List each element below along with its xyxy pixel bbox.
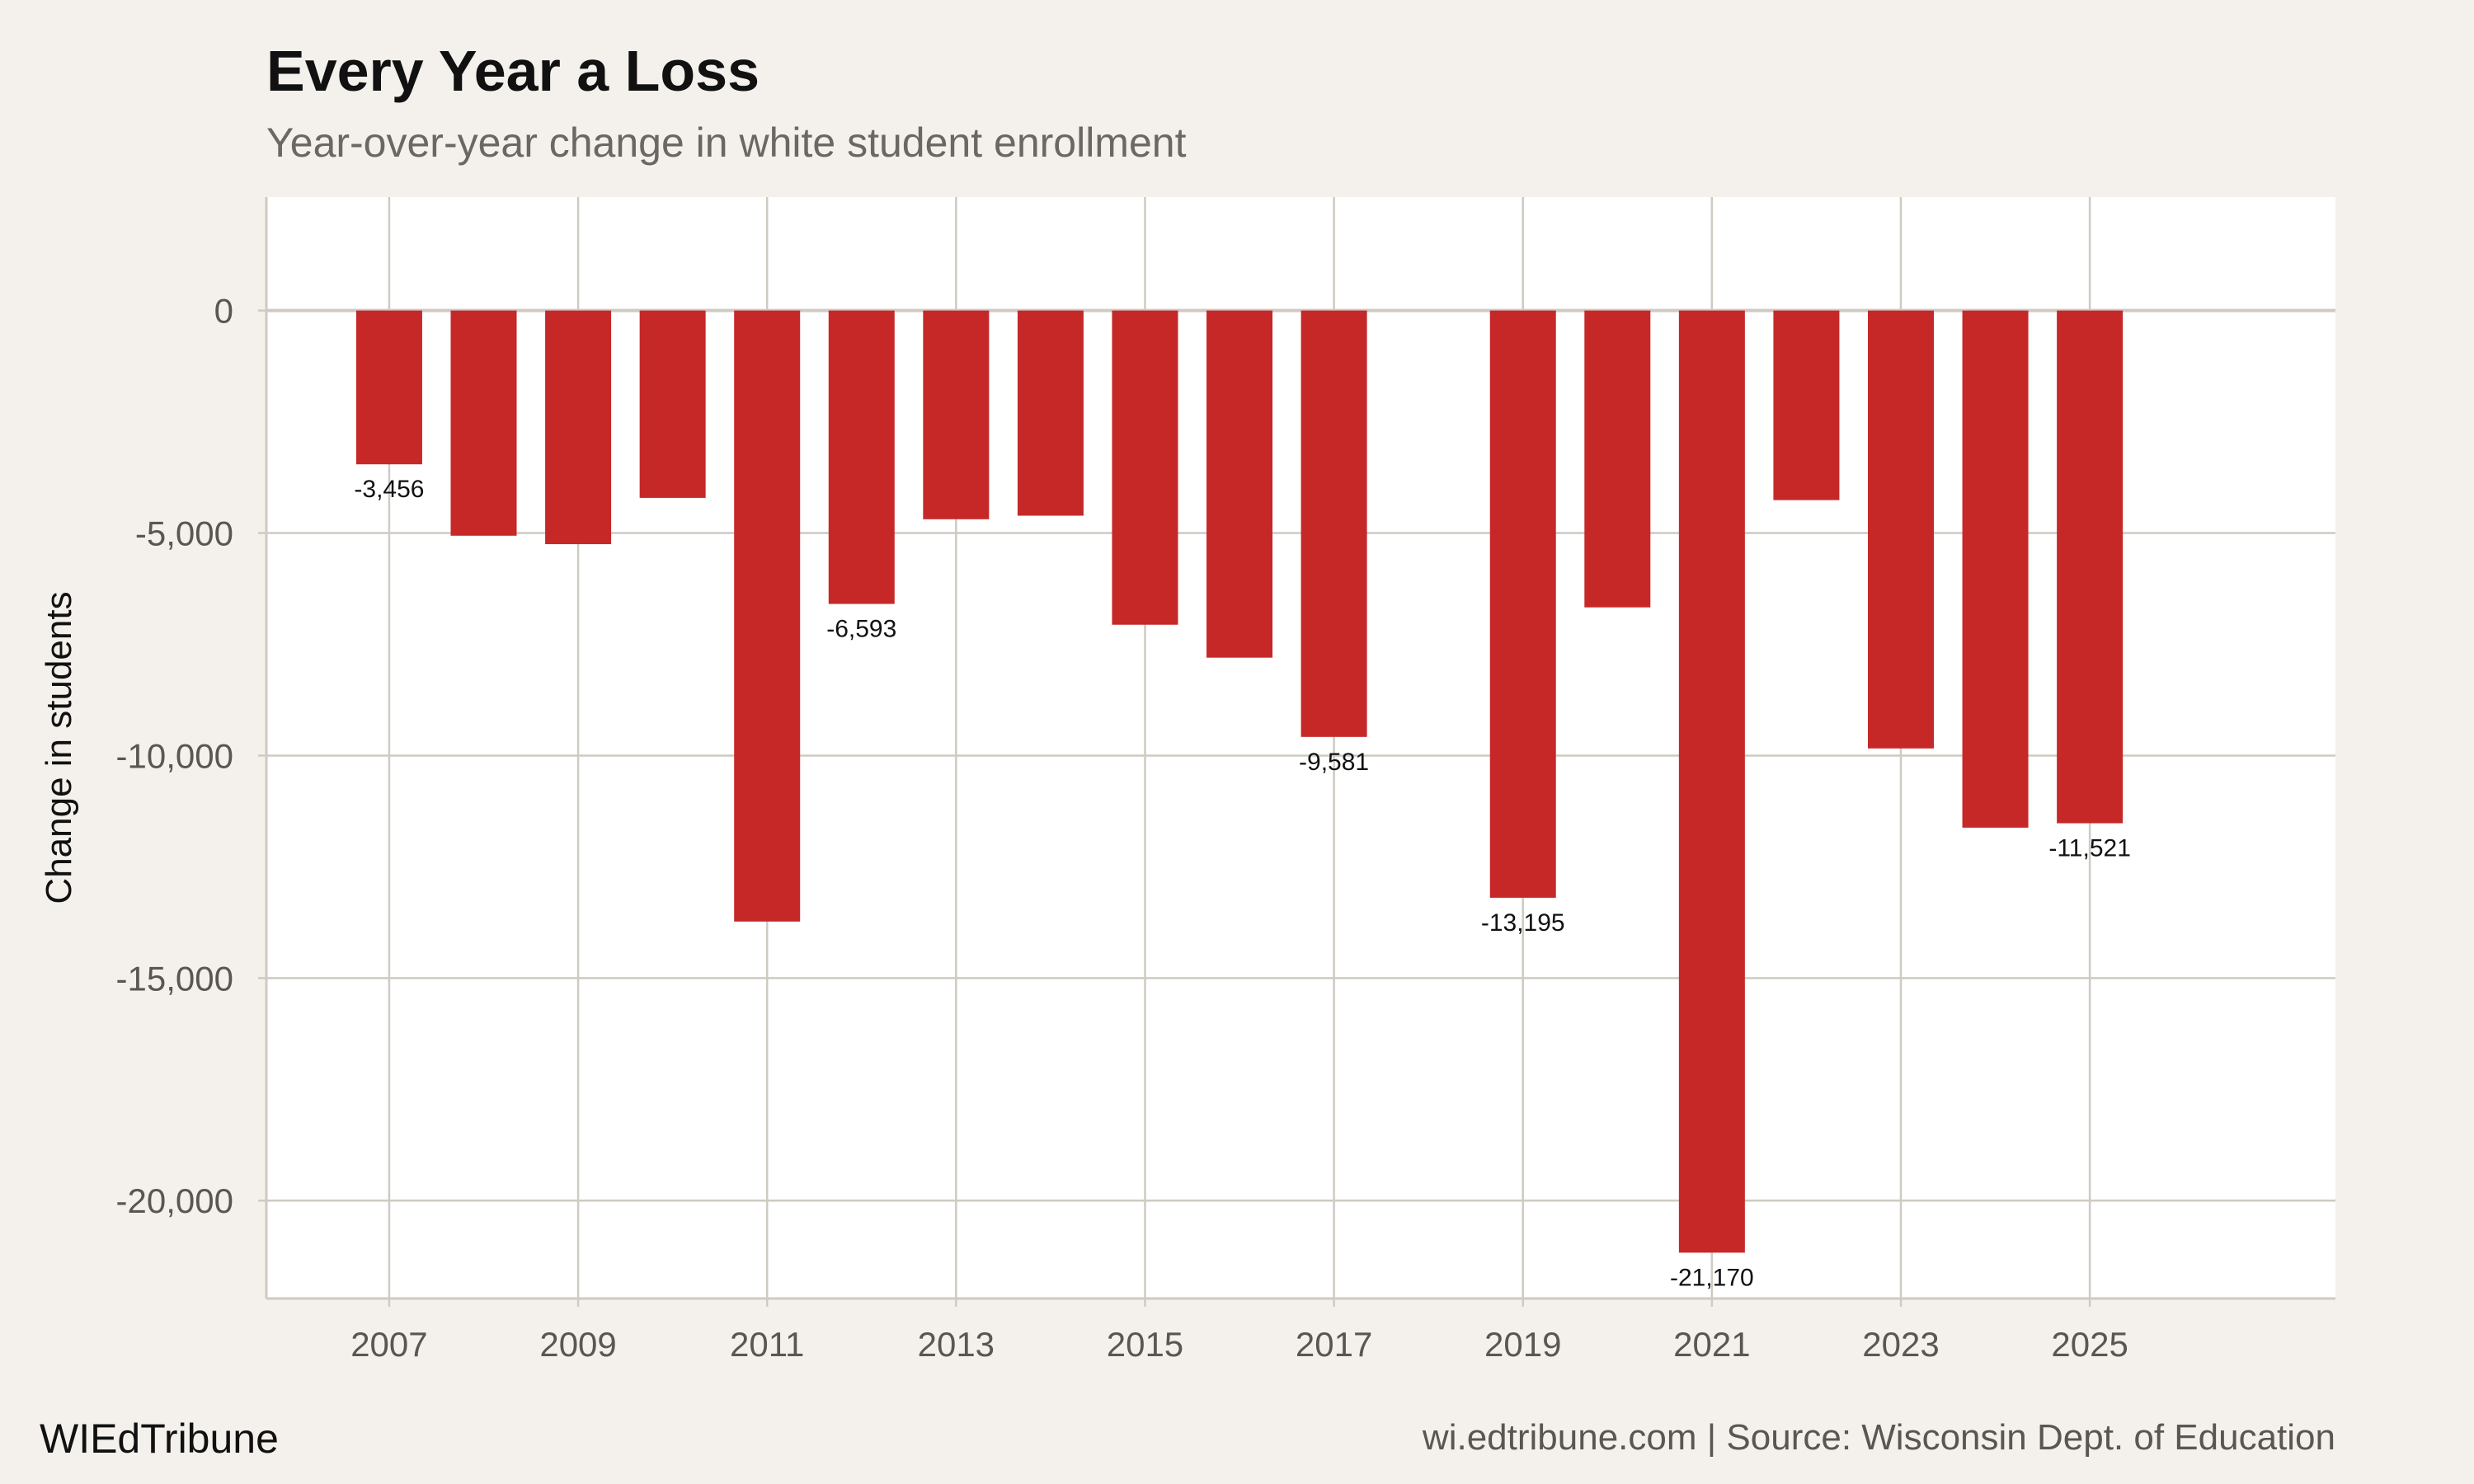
data-label-2021: -21,170: [1670, 1264, 1754, 1291]
axes: 0 -5,000 -10,000 -15,000 -20,000 2007 2009 2011…: [116, 197, 2335, 1364]
data-label-2019: -13,195: [1481, 909, 1565, 937]
bar-2017: [1300, 310, 1367, 737]
brand-logo-text: WIEdTribune: [40, 1416, 279, 1462]
bar-2008: [450, 310, 517, 536]
x-tick-label: 2019: [1484, 1325, 1561, 1364]
data-labels: -3,456 -6,593 -9,581 -13,195 -21,170 -11,521: [354, 476, 2130, 1291]
bar-2020: [1584, 310, 1651, 608]
x-tick-label: 2021: [1673, 1325, 1750, 1364]
data-label-2025: -11,521: [2048, 835, 2131, 862]
bars: [355, 310, 2124, 1253]
bar-2023: [1867, 310, 1934, 749]
bar-2010: [639, 310, 706, 498]
y-tick-label: 0: [214, 292, 233, 331]
data-label-2017: -9,581: [1299, 749, 1369, 776]
y-tick-label: -5,000: [135, 514, 233, 553]
y-tick-label: -20,000: [116, 1181, 233, 1220]
source-note: wi.edtribune.com | Source: Wisconsin Dep…: [1422, 1417, 2335, 1458]
x-tick-label: 2013: [918, 1325, 995, 1364]
x-tick-label: 2023: [1862, 1325, 1939, 1364]
bar-2015: [1112, 310, 1178, 625]
chart-title: Every Year a Loss: [266, 39, 760, 103]
data-label-2012: -6,593: [826, 616, 896, 643]
bar-2007: [355, 310, 422, 465]
x-tick-label: 2007: [350, 1325, 427, 1364]
x-tick-label: 2015: [1107, 1325, 1183, 1364]
bar-2009: [545, 310, 612, 545]
data-label-2007: -3,456: [354, 476, 424, 503]
x-tick-label: 2017: [1296, 1325, 1372, 1364]
bar-2011: [734, 310, 801, 922]
y-tick-label: -10,000: [116, 736, 233, 775]
x-tick-label: 2009: [539, 1325, 616, 1364]
bar-2019: [1489, 310, 1556, 898]
x-tick-label: 2011: [730, 1325, 804, 1364]
bar-2013: [923, 310, 990, 519]
bar-2012: [828, 310, 895, 604]
bar-2021: [1678, 310, 1745, 1253]
bar-2024: [1962, 310, 2029, 828]
bar-2025: [2057, 310, 2124, 824]
bar-2022: [1773, 310, 1840, 500]
bar-2014: [1017, 310, 1084, 516]
chart-subtitle: Year-over-year change in white student e…: [266, 120, 1187, 166]
y-axis-label: Change in students: [39, 591, 79, 904]
bar-2016: [1206, 310, 1273, 658]
x-tick-label: 2025: [2051, 1325, 2128, 1364]
y-tick-label: -15,000: [116, 959, 233, 998]
